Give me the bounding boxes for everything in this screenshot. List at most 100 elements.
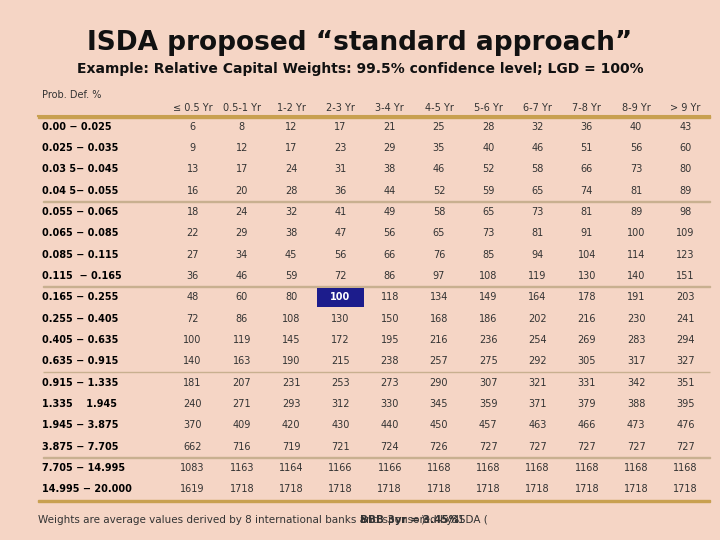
- Text: 100: 100: [627, 228, 645, 238]
- Text: 13: 13: [186, 164, 199, 174]
- Text: 60: 60: [235, 292, 248, 302]
- Text: 1168: 1168: [575, 463, 599, 473]
- Text: 216: 216: [430, 335, 449, 345]
- Text: 450: 450: [430, 420, 449, 430]
- Text: 36: 36: [581, 122, 593, 132]
- Text: 0.5-1 Yr: 0.5-1 Yr: [223, 103, 261, 113]
- Text: 86: 86: [235, 314, 248, 323]
- Text: 86: 86: [384, 271, 396, 281]
- Text: 1718: 1718: [624, 484, 649, 494]
- Text: 56: 56: [630, 143, 642, 153]
- Text: 76: 76: [433, 249, 445, 260]
- Text: 230: 230: [627, 314, 645, 323]
- Text: 74: 74: [580, 186, 593, 195]
- Text: 253: 253: [331, 377, 350, 388]
- Text: 1164: 1164: [279, 463, 303, 473]
- Text: 719: 719: [282, 442, 300, 451]
- Text: 36: 36: [334, 186, 346, 195]
- Text: 207: 207: [233, 377, 251, 388]
- Text: 85: 85: [482, 249, 495, 260]
- Text: 305: 305: [577, 356, 596, 366]
- Text: 430: 430: [331, 420, 350, 430]
- Text: 24: 24: [285, 164, 297, 174]
- Text: 45: 45: [285, 249, 297, 260]
- Text: 94: 94: [531, 249, 544, 260]
- Text: 395: 395: [676, 399, 695, 409]
- Text: 1163: 1163: [230, 463, 254, 473]
- Text: 181: 181: [184, 377, 202, 388]
- Text: 370: 370: [184, 420, 202, 430]
- Text: 0.405 − 0.635: 0.405 − 0.635: [42, 335, 118, 345]
- Text: 388: 388: [627, 399, 645, 409]
- Bar: [43, 372, 710, 373]
- Text: 12: 12: [235, 143, 248, 153]
- Text: 59: 59: [482, 186, 495, 195]
- Text: 271: 271: [233, 399, 251, 409]
- Text: 321: 321: [528, 377, 546, 388]
- Text: 1718: 1718: [575, 484, 599, 494]
- Text: 457: 457: [479, 420, 498, 430]
- Text: 0.255 − 0.405: 0.255 − 0.405: [42, 314, 118, 323]
- Text: 216: 216: [577, 314, 596, 323]
- Text: 724: 724: [380, 442, 399, 451]
- Text: 0.065 − 0.085: 0.065 − 0.085: [42, 228, 119, 238]
- Text: 29: 29: [384, 143, 396, 153]
- Text: 238: 238: [380, 356, 399, 366]
- Text: 100: 100: [330, 292, 351, 302]
- Text: 231: 231: [282, 377, 300, 388]
- Text: 47: 47: [334, 228, 346, 238]
- Text: 1-2 Yr: 1-2 Yr: [276, 103, 305, 113]
- Text: 1718: 1718: [328, 484, 353, 494]
- Text: 80: 80: [679, 164, 691, 174]
- Text: 0.915 − 1.335: 0.915 − 1.335: [42, 377, 118, 388]
- Text: 80: 80: [285, 292, 297, 302]
- Text: 716: 716: [233, 442, 251, 451]
- Text: 2-3 Yr: 2-3 Yr: [326, 103, 355, 113]
- Text: 8: 8: [239, 122, 245, 132]
- Text: 3.875 − 7.705: 3.875 − 7.705: [42, 442, 119, 451]
- Text: 108: 108: [282, 314, 300, 323]
- Text: 0.165 − 0.255: 0.165 − 0.255: [42, 292, 118, 302]
- Text: 66: 66: [581, 164, 593, 174]
- Text: 1083: 1083: [181, 463, 205, 473]
- Text: 46: 46: [235, 271, 248, 281]
- Text: 151: 151: [676, 271, 695, 281]
- Text: 727: 727: [577, 442, 596, 451]
- Text: 27: 27: [186, 249, 199, 260]
- Text: 330: 330: [381, 399, 399, 409]
- Text: 1168: 1168: [427, 463, 451, 473]
- Text: 662: 662: [184, 442, 202, 451]
- Text: 726: 726: [430, 442, 449, 451]
- Text: 345: 345: [430, 399, 449, 409]
- Text: 721: 721: [331, 442, 350, 451]
- Text: 65: 65: [482, 207, 495, 217]
- Text: 473: 473: [627, 420, 645, 430]
- Text: 24: 24: [235, 207, 248, 217]
- Text: 60: 60: [679, 143, 691, 153]
- Text: 236: 236: [479, 335, 498, 345]
- Text: 283: 283: [627, 335, 645, 345]
- Text: Example: Relative Capital Weights: 99.5% confidence level; LGD = 100%: Example: Relative Capital Weights: 99.5%…: [77, 62, 643, 76]
- Text: 463: 463: [528, 420, 546, 430]
- Bar: [317, 288, 364, 307]
- Text: 145: 145: [282, 335, 300, 345]
- Text: 1.335    1.945: 1.335 1.945: [42, 399, 117, 409]
- Text: 292: 292: [528, 356, 547, 366]
- Text: 81: 81: [630, 186, 642, 195]
- Text: 130: 130: [331, 314, 350, 323]
- Text: 73: 73: [482, 228, 495, 238]
- Text: 290: 290: [430, 377, 449, 388]
- Text: 409: 409: [233, 420, 251, 430]
- Text: 0.635 − 0.915: 0.635 − 0.915: [42, 356, 118, 366]
- Text: 202: 202: [528, 314, 547, 323]
- Text: 22: 22: [186, 228, 199, 238]
- Text: 23: 23: [334, 143, 346, 153]
- Text: 72: 72: [186, 314, 199, 323]
- Text: 1718: 1718: [427, 484, 451, 494]
- Text: 35: 35: [433, 143, 445, 153]
- Text: 52: 52: [482, 164, 495, 174]
- Text: 134: 134: [430, 292, 448, 302]
- Bar: [43, 286, 710, 287]
- Bar: [38, 116, 710, 118]
- Text: 8-9 Yr: 8-9 Yr: [621, 103, 650, 113]
